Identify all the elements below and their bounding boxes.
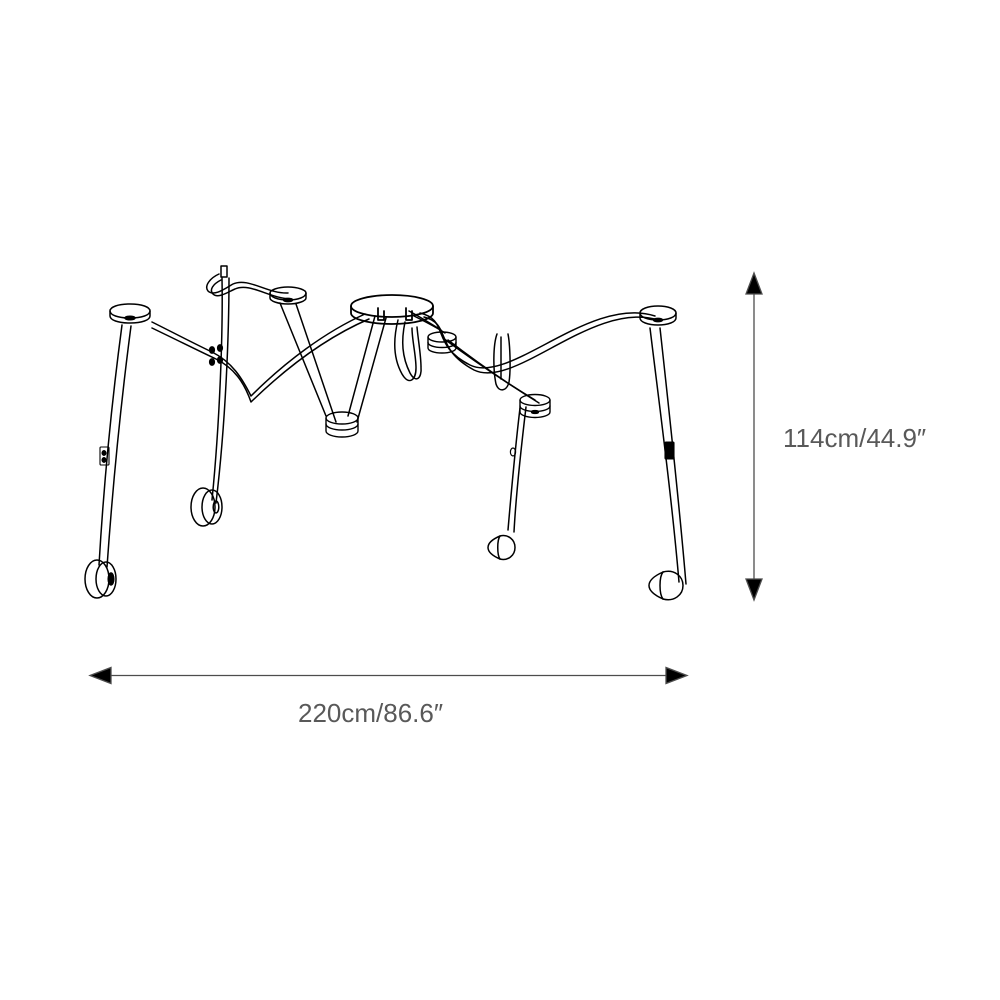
svg-text:220cm/86.6″: 220cm/86.6″ [298,698,443,728]
svg-text:114cm/44.9″: 114cm/44.9″ [783,423,926,453]
